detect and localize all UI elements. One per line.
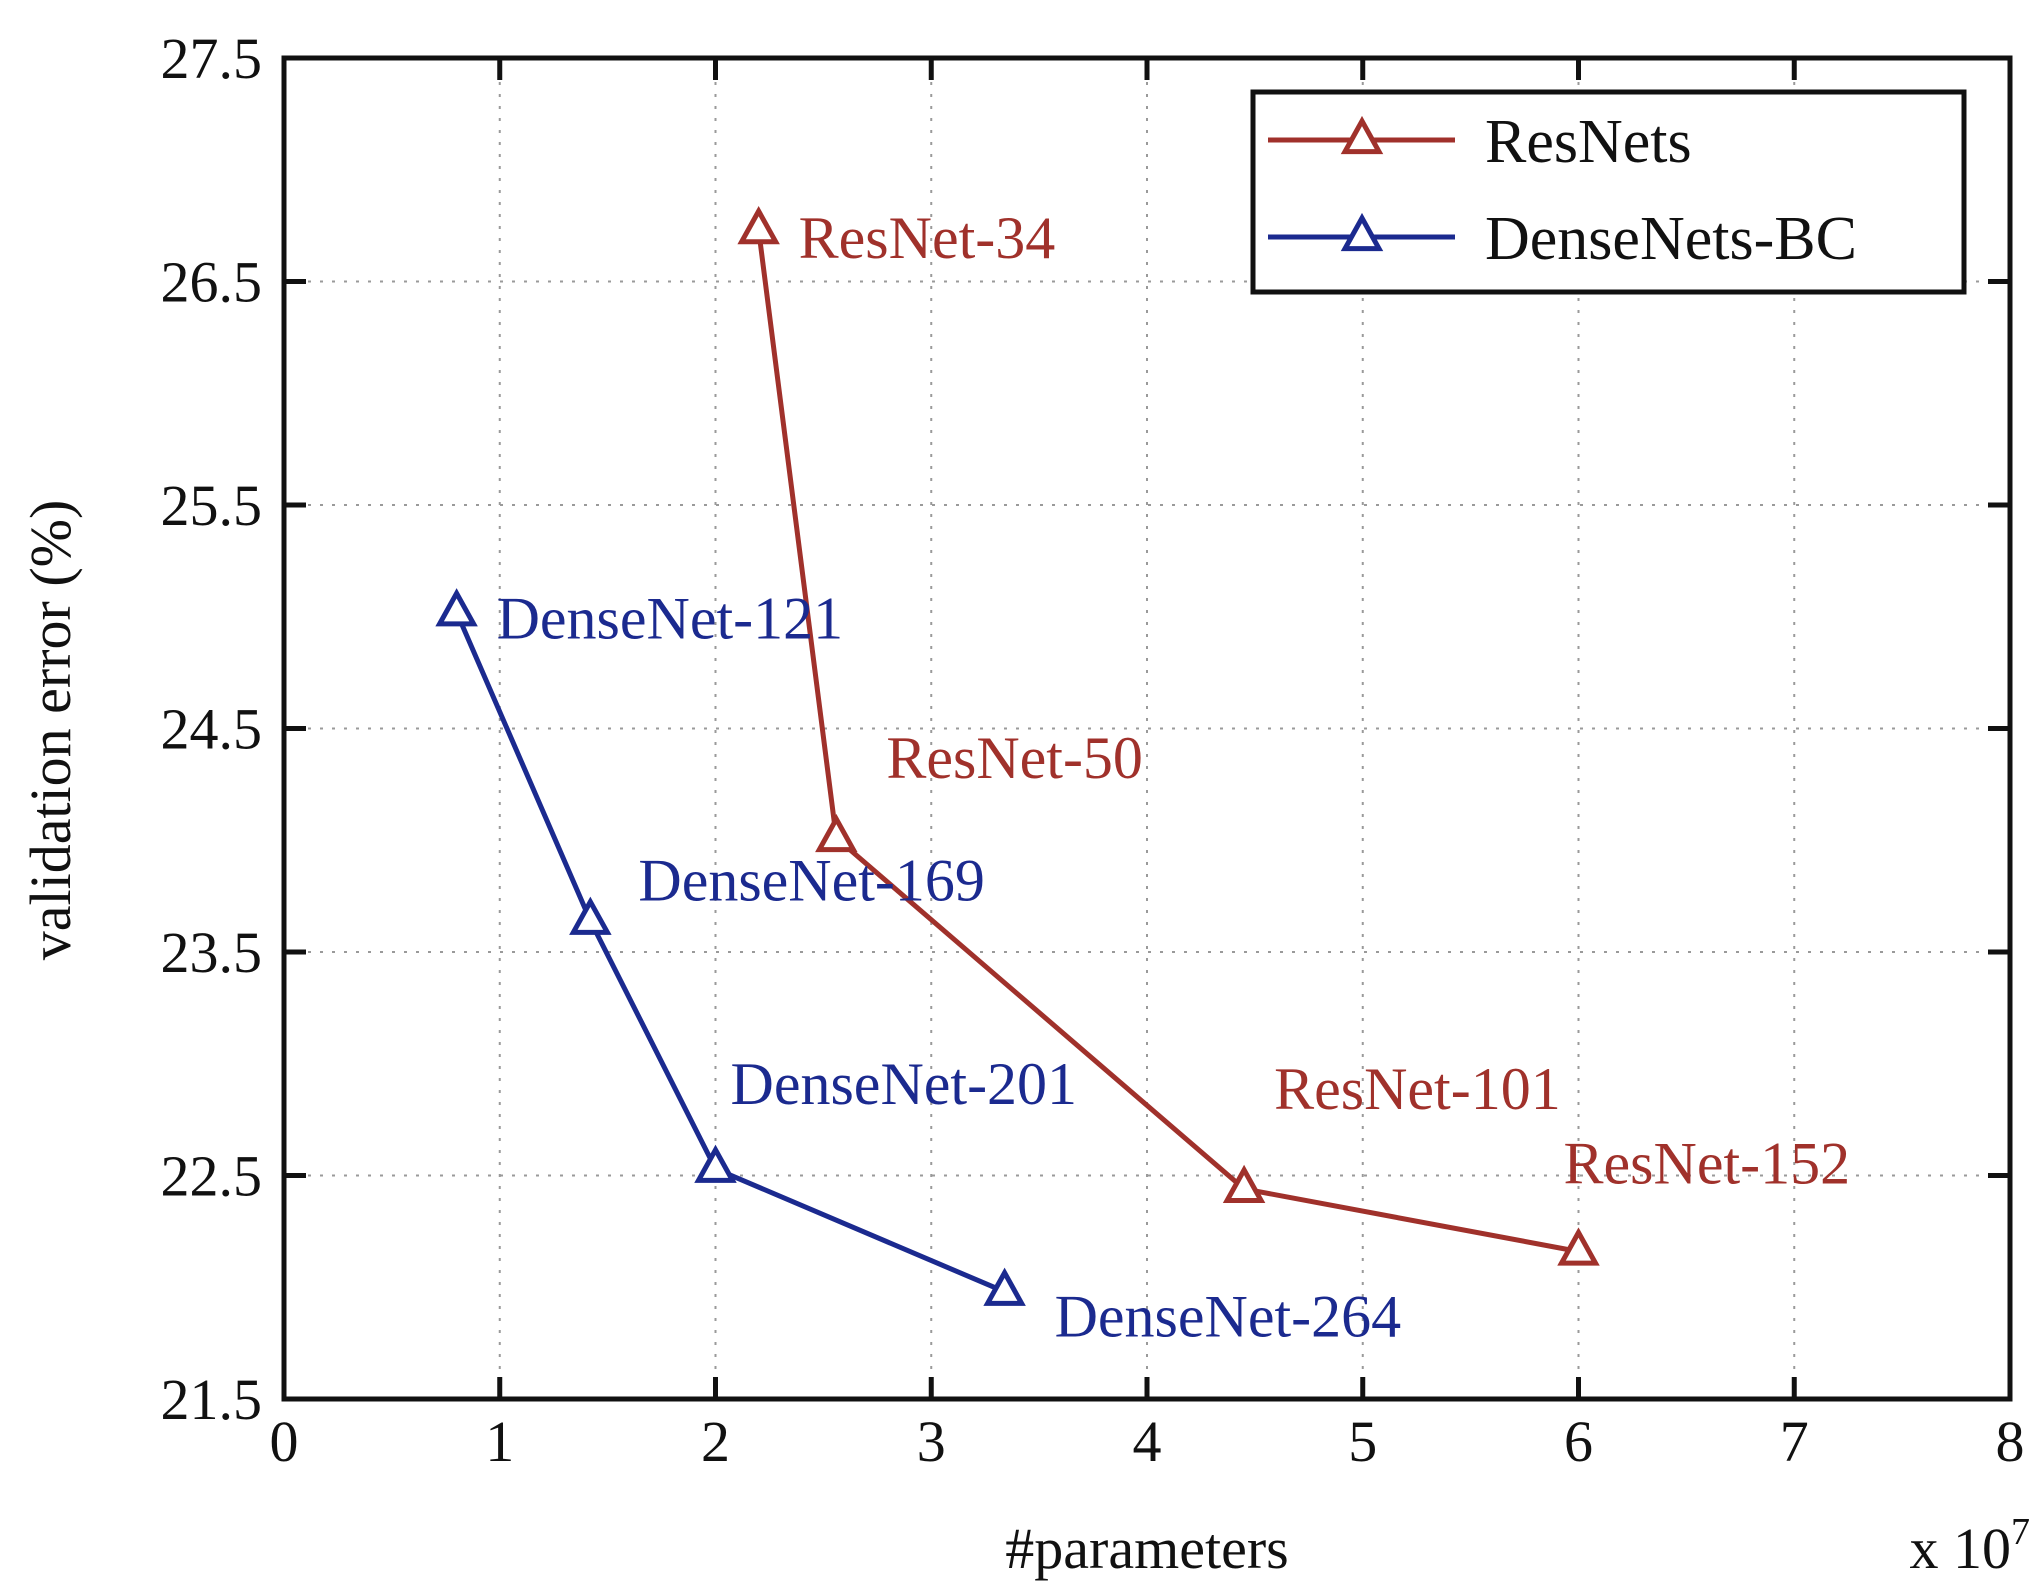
x-tick-label: 2 — [701, 1409, 730, 1474]
point-label: DenseNet-121 — [497, 585, 844, 651]
x-multiplier-label: x 107 — [1910, 1511, 2031, 1581]
point-label: ResNet-152 — [1564, 1130, 1851, 1196]
x-tick-label: 8 — [1996, 1409, 2025, 1474]
x-tick-label: 5 — [1348, 1409, 1377, 1474]
y-tick-label: 24.5 — [161, 697, 263, 762]
point-label: ResNet-101 — [1274, 1056, 1561, 1122]
data-point-densenets-bc — [569, 896, 612, 935]
point-label: DenseNet-169 — [638, 848, 985, 914]
x-tick-label: 1 — [485, 1409, 514, 1474]
x-tick-label: 7 — [1780, 1409, 1809, 1474]
legend-box — [1250, 89, 1967, 295]
series-line-densenets-bc — [454, 611, 1006, 1295]
legend-label-densenets-bc: DenseNets-BC — [1485, 205, 1857, 273]
x-multiplier-exponent: 7 — [2011, 1511, 2030, 1553]
legend-marker-densenets-bc — [1340, 212, 1384, 252]
y-tick-label: 26.5 — [161, 250, 263, 315]
point-label: DenseNet-201 — [731, 1051, 1078, 1117]
point-label: ResNet-50 — [886, 725, 1143, 791]
x-tick-label: 3 — [917, 1409, 946, 1474]
x-tick-label: 0 — [270, 1409, 299, 1474]
y-tick-label: 23.5 — [161, 920, 263, 985]
y-tick-label: 25.5 — [161, 473, 263, 538]
y-axis-label: validation error (%) — [18, 500, 83, 961]
x-axis-label: #parameters — [1005, 1516, 1288, 1581]
series-line-resnets — [756, 229, 1579, 1254]
legend-label-resnets: ResNets — [1485, 108, 1692, 176]
legend-marker-resnets — [1340, 115, 1384, 155]
data-point-resnets — [1557, 1227, 1600, 1266]
legend: ResNets DenseNets-BC — [1250, 89, 1967, 295]
data-point-resnets — [737, 205, 780, 245]
series-layer — [435, 205, 1600, 1306]
x-tick-label: 6 — [1564, 1409, 1593, 1474]
point-label: ResNet-34 — [799, 205, 1056, 271]
point-label: DenseNet-264 — [1055, 1284, 1402, 1350]
tick-layer: 0 1 2 3 4 5 6 7 8 21.5 22.5 23.5 24.5 25.5 26.5 27.5 — [161, 26, 2025, 1474]
data-point-resnets — [1222, 1164, 1266, 1204]
y-tick-label: 21.5 — [161, 1367, 263, 1432]
y-tick-label: 22.5 — [161, 1144, 263, 1209]
x-tick-label: 4 — [1133, 1409, 1162, 1474]
data-point-resnets — [815, 813, 858, 853]
x-multiplier-base: x 10 — [1910, 1516, 2012, 1581]
y-tick-label: 27.5 — [161, 26, 263, 91]
data-point-densenets-bc — [694, 1144, 737, 1183]
data-point-densenets-bc — [983, 1267, 1026, 1306]
data-point-densenets-bc — [435, 588, 478, 627]
